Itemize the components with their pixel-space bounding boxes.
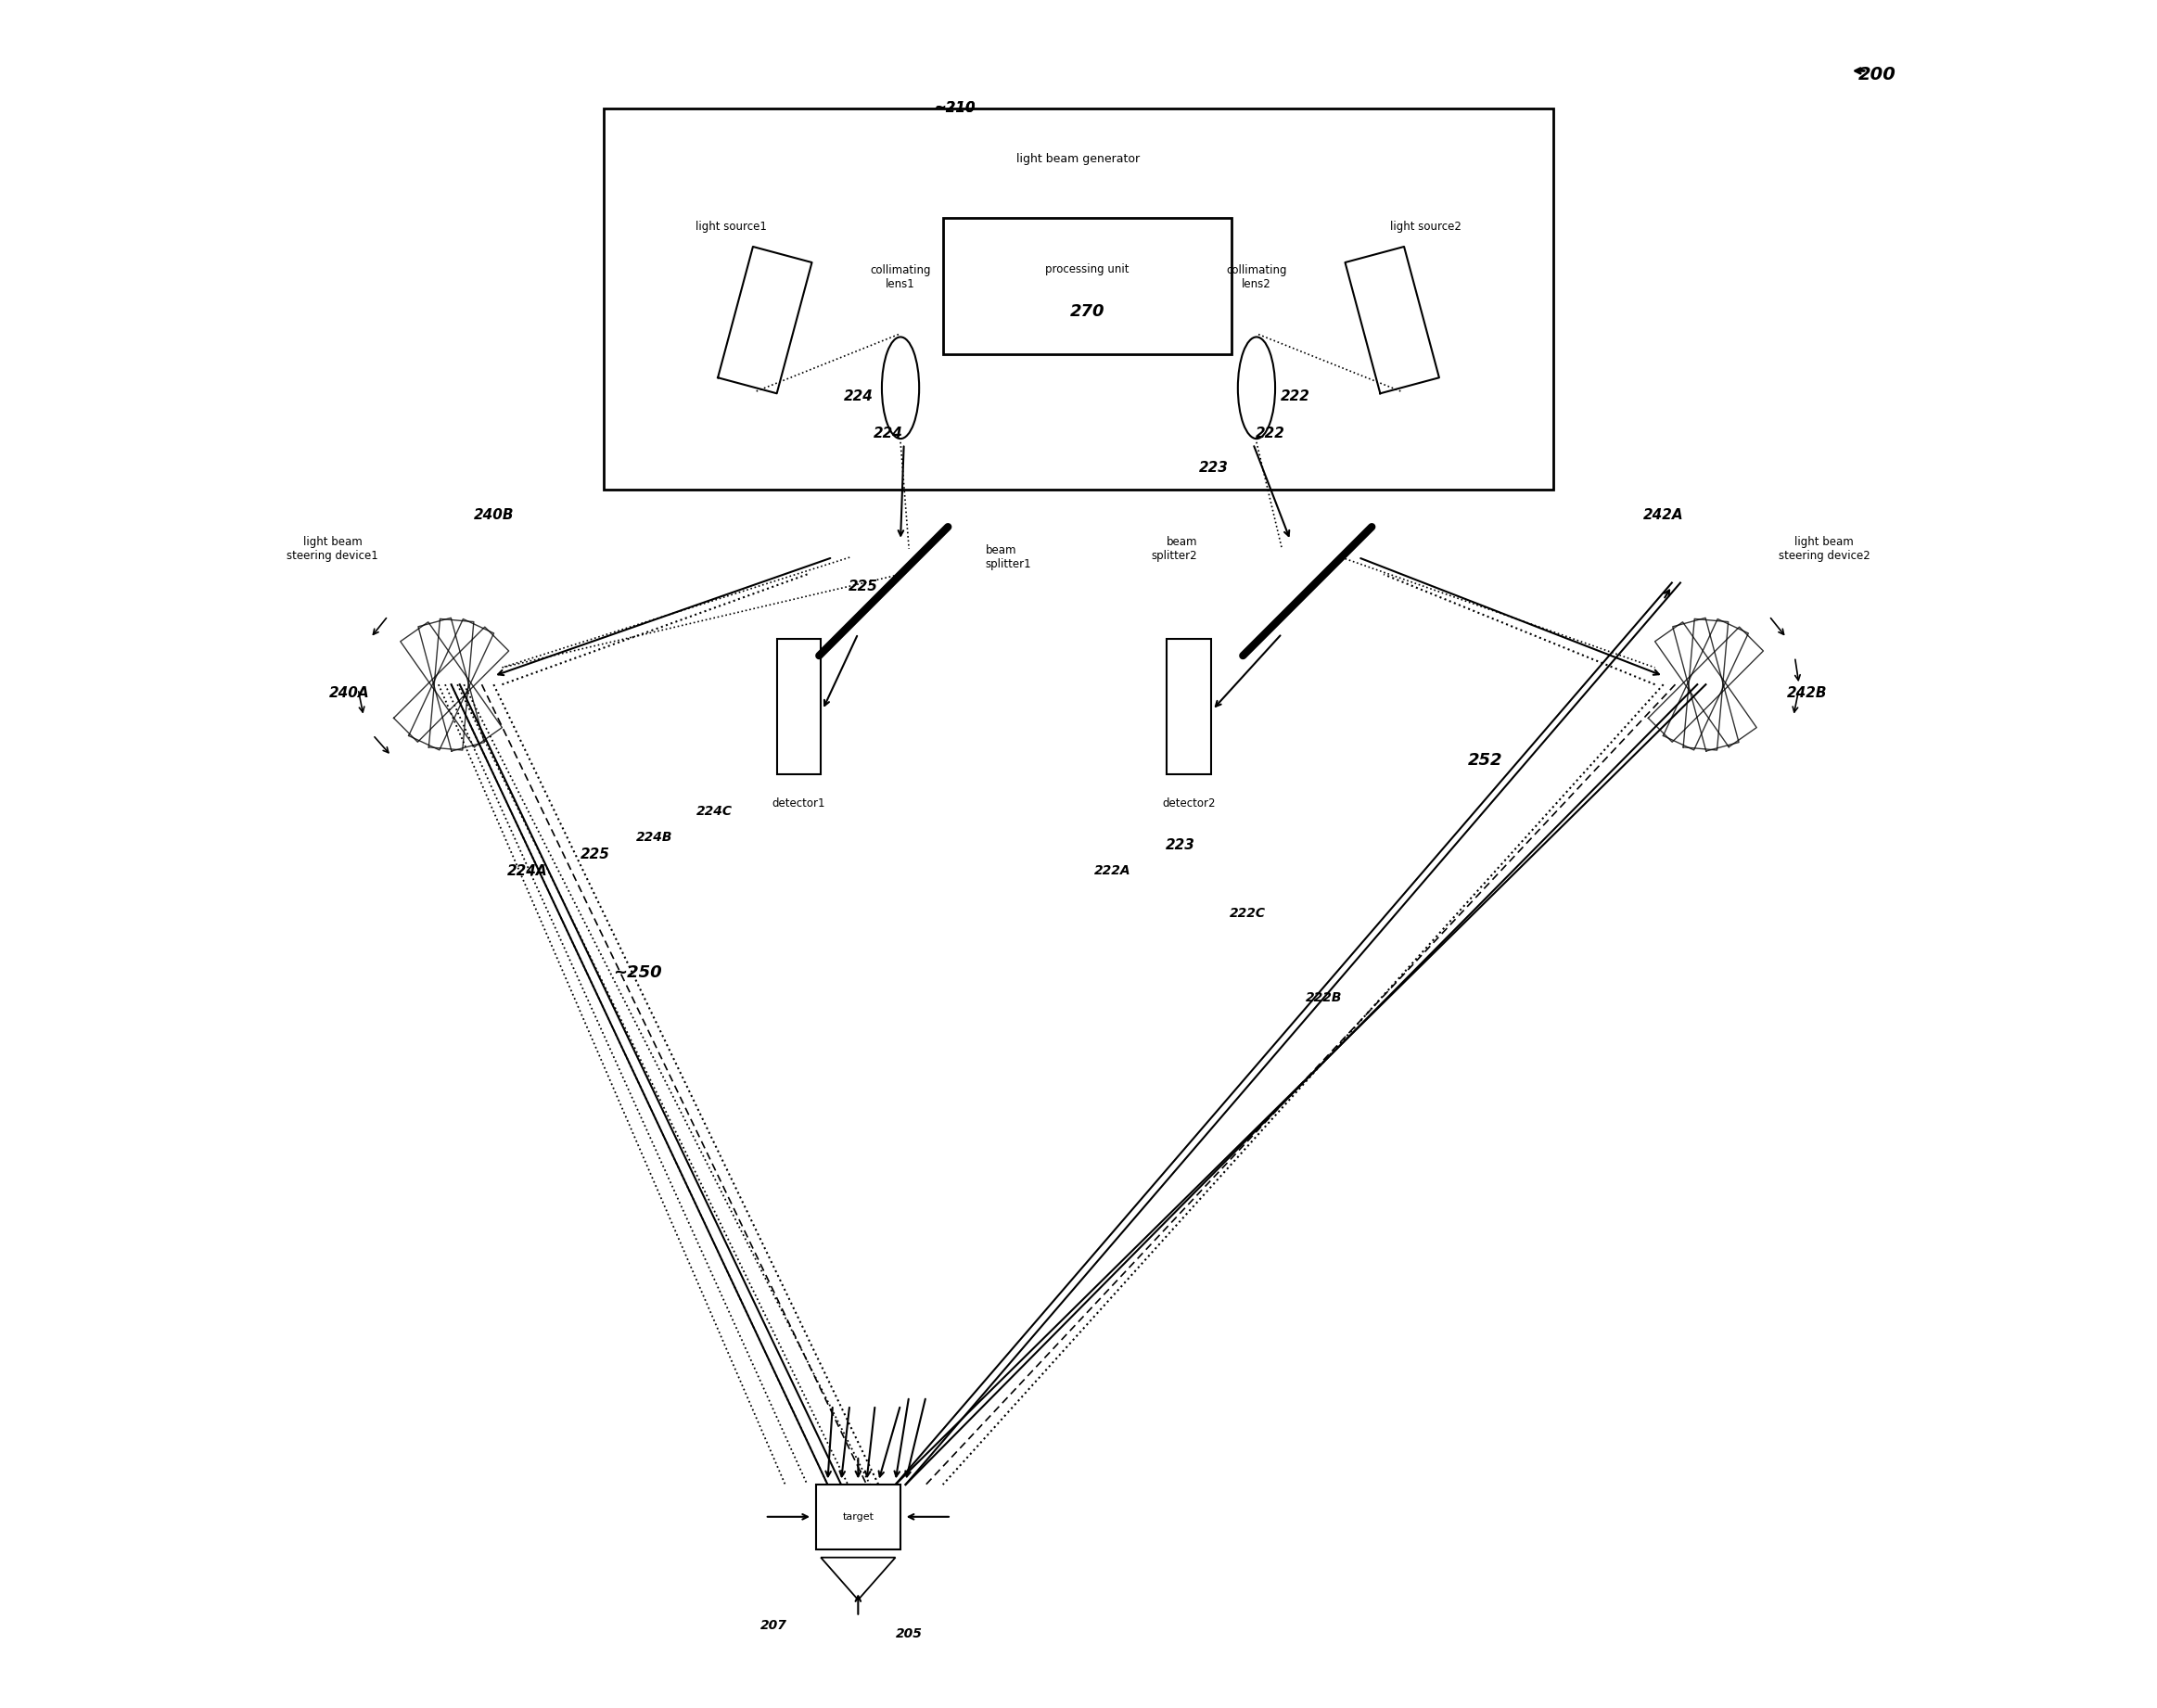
Text: 225: 225: [580, 847, 610, 861]
Text: 200: 200: [1859, 65, 1896, 84]
Text: detector2: detector2: [1163, 798, 1214, 810]
Text: 225: 225: [848, 579, 878, 593]
Ellipse shape: [882, 336, 919, 439]
Text: detector1: detector1: [772, 798, 826, 810]
Text: 205: 205: [895, 1628, 923, 1640]
Bar: [815, 1484, 899, 1549]
Text: 270: 270: [1070, 304, 1104, 319]
Text: 222A: 222A: [1094, 864, 1130, 878]
Ellipse shape: [1238, 336, 1275, 439]
Text: 222: 222: [1255, 427, 1286, 441]
Text: collimating
lens2: collimating lens2: [1225, 265, 1288, 290]
Text: 224A: 224A: [507, 864, 548, 878]
Text: 207: 207: [759, 1619, 787, 1631]
Text: 240B: 240B: [472, 507, 513, 523]
Text: light beam
steering device1: light beam steering device1: [287, 536, 377, 562]
Text: 224B: 224B: [636, 830, 673, 844]
Text: target: target: [843, 1512, 874, 1522]
Text: beam
splitter2: beam splitter2: [1152, 536, 1197, 562]
Bar: [943, 219, 1232, 354]
Text: light source1: light source1: [695, 220, 766, 232]
Text: ~210: ~210: [934, 101, 975, 114]
Text: ~250: ~250: [613, 965, 662, 980]
Text: 222C: 222C: [1229, 907, 1266, 921]
Bar: [604, 108, 1553, 490]
Text: 222: 222: [1281, 389, 1309, 403]
Text: 224C: 224C: [697, 804, 731, 818]
Text: 240A: 240A: [330, 687, 369, 700]
Text: 224: 224: [874, 427, 904, 441]
Text: 224: 224: [843, 389, 874, 403]
Bar: [777, 639, 822, 774]
Text: 242A: 242A: [1644, 507, 1685, 523]
Text: 222B: 222B: [1305, 992, 1342, 1004]
Text: ~210: ~210: [934, 101, 975, 114]
Bar: [1167, 639, 1210, 774]
Text: 223: 223: [1165, 839, 1195, 852]
Text: light beam generator: light beam generator: [1016, 154, 1141, 166]
Text: processing unit: processing unit: [1044, 263, 1128, 275]
Text: light beam
steering device2: light beam steering device2: [1780, 536, 1870, 562]
Text: beam
splitter1: beam splitter1: [986, 545, 1031, 570]
Text: 252: 252: [1469, 753, 1503, 769]
Text: 223: 223: [1199, 461, 1229, 475]
Text: collimating
lens1: collimating lens1: [869, 265, 932, 290]
Text: 242B: 242B: [1788, 687, 1827, 700]
Text: light source2: light source2: [1391, 220, 1462, 232]
